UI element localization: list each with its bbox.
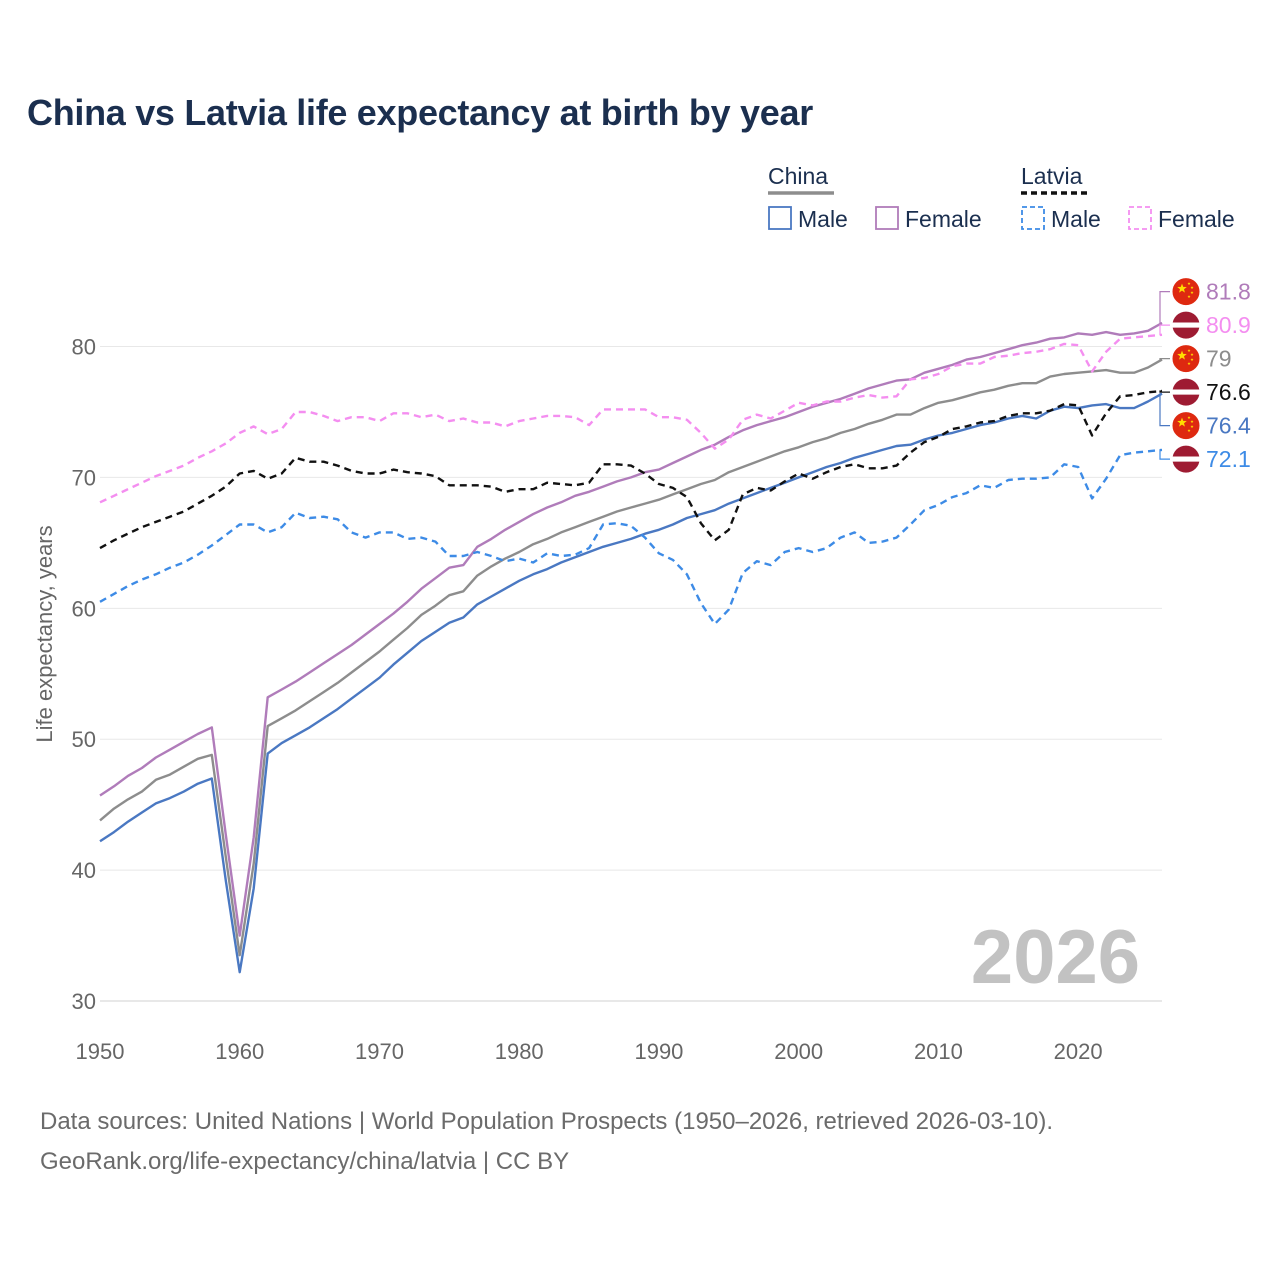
- y-tick-label: 70: [72, 465, 96, 490]
- watermark-layer: 2026: [971, 915, 1140, 1000]
- grid-layer: [100, 346, 1162, 1002]
- end-label-connector: [1159, 390, 1170, 393]
- endlabel-layer: 81.8 80.9 79 76.6 76.4 72.1: [1159, 277, 1251, 474]
- x-tick-label: 2020: [1054, 1039, 1103, 1064]
- x-tick-label: 2010: [914, 1039, 963, 1064]
- axis-layer: 30 40 50 60 70 80 1950 1960 1970 1980 1990 2000 2010…: [32, 335, 1103, 1064]
- x-tick-label: 1990: [634, 1039, 683, 1064]
- legend-swatch-china-female[interactable]: [875, 206, 899, 230]
- legend-group-latvia[interactable]: Latvia: [1021, 163, 1083, 189]
- end-label-value: 76.6: [1206, 379, 1251, 405]
- year-watermark: 2026: [971, 915, 1140, 1000]
- end-label-connector: [1159, 393, 1170, 427]
- series-line-china-male[interactable]: [99, 392, 1163, 974]
- legend-group-china[interactable]: China: [768, 163, 828, 189]
- end-label-value: 72.1: [1206, 446, 1251, 472]
- china-flag-icon: [1171, 411, 1201, 441]
- legend-label-latvia-female[interactable]: Female: [1158, 206, 1235, 232]
- y-tick-label: 60: [72, 596, 96, 621]
- end-label-value: 80.9: [1206, 312, 1251, 338]
- latvia-flag-icon: [1171, 310, 1201, 340]
- end-label-value: 81.8: [1206, 279, 1251, 305]
- y-tick-label: 30: [72, 989, 96, 1014]
- end-label-connector: [1159, 449, 1170, 460]
- x-tick-label: 1970: [355, 1039, 404, 1064]
- source-line-1: Data sources: United Nations | World Pop…: [40, 1108, 1054, 1135]
- series-line-china-female[interactable]: [99, 321, 1163, 937]
- chart-title: China vs Latvia life expectancy at birth…: [27, 92, 813, 133]
- legend-label-china-female[interactable]: Female: [905, 206, 982, 232]
- end-label-connector: [1159, 358, 1170, 361]
- series-line-latvia-female[interactable]: [99, 333, 1163, 504]
- end-label-value: 76.4: [1206, 413, 1251, 439]
- source-line-2: GeoRank.org/life-expectancy/china/latvia…: [40, 1148, 570, 1175]
- x-tick-label: 1980: [495, 1039, 544, 1064]
- x-tick-label: 2000: [774, 1039, 823, 1064]
- y-tick-label: 50: [72, 727, 96, 752]
- series-layer: [99, 321, 1163, 974]
- end-label-connector: [1159, 291, 1170, 324]
- china-flag-icon: [1171, 344, 1201, 374]
- series-line-latvia-total[interactable]: [99, 389, 1163, 550]
- legend-swatch-latvia-female[interactable]: [1128, 206, 1152, 230]
- end-label-connector: [1159, 324, 1170, 336]
- latvia-flag-icon: [1171, 377, 1201, 407]
- series-line-latvia-male[interactable]: [99, 448, 1163, 626]
- y-tick-label: 80: [72, 335, 96, 360]
- series-line-china-total[interactable]: [99, 358, 1163, 957]
- legend-swatch-latvia-male[interactable]: [1021, 206, 1045, 230]
- x-tick-label: 1960: [215, 1039, 264, 1064]
- end-label-value: 79: [1206, 346, 1232, 372]
- legend-label-china-male[interactable]: Male: [798, 206, 848, 232]
- latvia-flag-icon: [1171, 444, 1201, 474]
- x-tick-label: 1950: [76, 1039, 125, 1064]
- legend-swatch-china-male[interactable]: [768, 206, 792, 230]
- legend-label-latvia-male[interactable]: Male: [1051, 206, 1101, 232]
- china-flag-icon: [1171, 277, 1201, 307]
- legend-layer[interactable]: China Male Female Latvia Male Female: [768, 163, 1235, 232]
- y-tick-label: 40: [72, 858, 96, 883]
- y-axis-label: Life expectancy, years: [32, 525, 57, 742]
